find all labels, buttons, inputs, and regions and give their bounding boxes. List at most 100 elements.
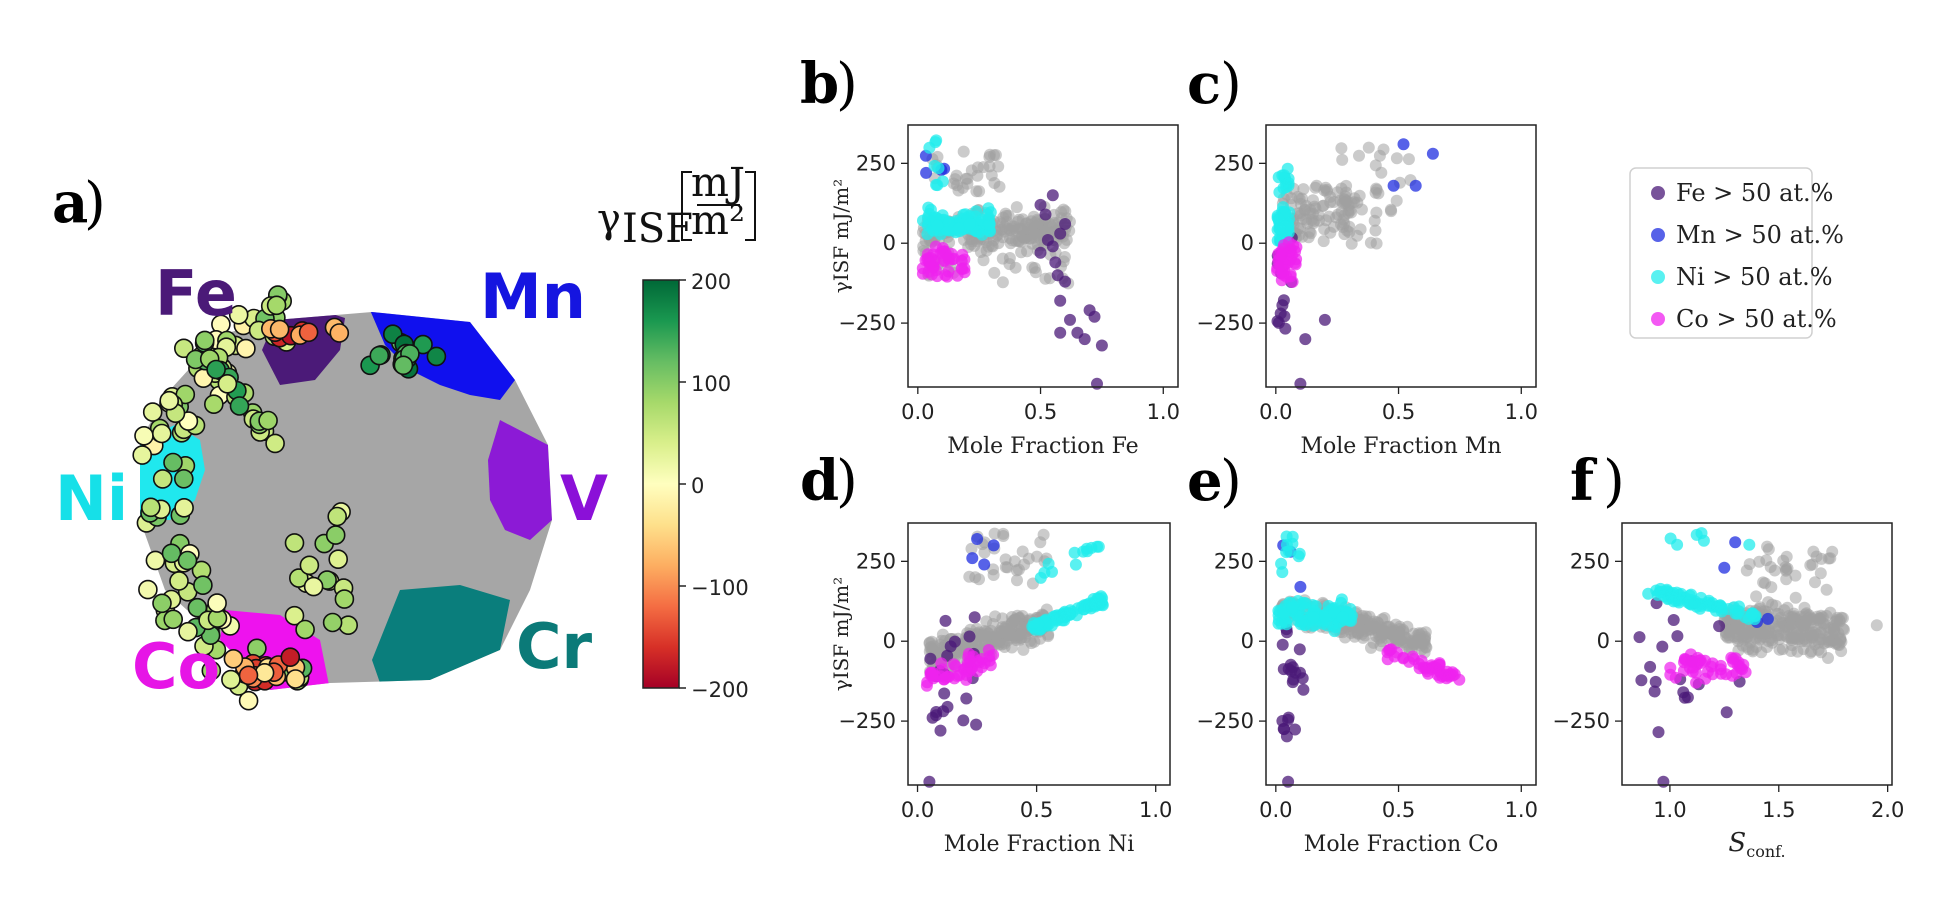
map-point [152, 423, 172, 444]
scatter-point-ni [1078, 599, 1091, 612]
scatter-point-gray [1058, 251, 1071, 263]
scatter-point-mn [966, 552, 979, 565]
map-point [138, 579, 158, 600]
scatter-point-fe [1667, 614, 1680, 626]
scatter-point-gray [1780, 573, 1793, 586]
map-point [207, 593, 227, 613]
colorbar-bracket-left [681, 171, 692, 241]
scatter-point-gray [1037, 528, 1050, 541]
scatter-point-gray [1390, 194, 1403, 207]
scatter-point-fe [1293, 643, 1306, 656]
scatter-point-co [1286, 275, 1299, 288]
panel-c: c ) 0.0 0.5 1.0 250 0 −250 Mole Fraction Mn [1187, 51, 1538, 459]
scatter-point-ni [952, 222, 965, 235]
legend-marker [1651, 186, 1665, 200]
colorbar-gradient [642, 279, 680, 689]
y-tick-label: −250 [838, 709, 896, 733]
map-point [426, 346, 447, 367]
scatter-point-gray [1324, 226, 1337, 239]
scatter-point-gray [965, 542, 978, 555]
scatter-point-gray [1820, 583, 1833, 596]
scatter-point-fe [1041, 234, 1054, 246]
scatter-point-gray [992, 160, 1005, 173]
scatter-point-gray [1390, 152, 1403, 165]
panel-e: e ) 0.0 0.5 1.0 250 0 −250 Mole Fraction Co [1187, 448, 1538, 857]
scatter-point-gray [1838, 623, 1850, 636]
map-point [328, 549, 349, 570]
scatter-point-gray [1804, 559, 1817, 572]
y-tick-label: 250 [856, 151, 896, 175]
scatter-point-gray [1356, 609, 1369, 622]
scatter-point-gray [1370, 237, 1383, 250]
map-point [269, 319, 290, 340]
map-point [228, 304, 249, 325]
scatter-point-gray [1815, 609, 1828, 622]
map-point [217, 373, 238, 394]
scatter-point-co [982, 644, 995, 656]
scatter-point-gray [1419, 630, 1432, 643]
scatter-point-gray [1796, 619, 1809, 632]
scatter-point-gray [1753, 555, 1766, 568]
x-tick-label: 1.0 [1147, 400, 1180, 424]
scatter-d: 0.0 0.5 1.0 250 0 −250 Mole Fraction Ni γISF mJ… [829, 522, 1172, 857]
scatter-point-gray [1828, 626, 1841, 639]
scatter-point-gray [1397, 625, 1410, 638]
map-point [163, 609, 183, 630]
scatter-point-fe [1289, 723, 1301, 736]
colorbar-tick-label: 200 [691, 270, 731, 294]
scatter-point-fe [1713, 620, 1726, 633]
colorbar-tick-label: 100 [691, 372, 731, 396]
scatter-point-mn [1294, 580, 1307, 593]
scatter-point-gray [961, 177, 974, 190]
scatter-point-gray [1009, 261, 1022, 274]
scatter-point-gray [1420, 641, 1433, 654]
panel-label-f: f [1570, 448, 1598, 514]
scatter-point-co [1431, 668, 1444, 681]
scatter-point-ni [1027, 617, 1040, 629]
map-point [254, 662, 275, 683]
map-point [334, 589, 355, 609]
scatter-point-ni [1660, 583, 1673, 596]
x-axis-label-main: Mole Fraction Fe [947, 434, 1138, 459]
scatter-point-gray [1870, 619, 1883, 632]
scatter-point-gray [988, 266, 1001, 279]
panel-label-e: e [1187, 448, 1223, 514]
scatter-point-co [1282, 256, 1295, 269]
scatter-point-gray [1342, 206, 1355, 219]
scatter-point-gray [1795, 635, 1808, 648]
scatter-point-ni [1728, 601, 1740, 614]
scatter-point-gray [971, 161, 984, 174]
scatter-point-co [983, 654, 996, 667]
scatter-point-co [1693, 654, 1706, 667]
map-circles [132, 285, 447, 711]
scatter-point-gray [1830, 614, 1843, 626]
scatter-point-gray [1809, 576, 1821, 589]
y-tick-label: −250 [838, 311, 896, 335]
scatter-point-co [941, 270, 954, 283]
scatter-point-co [949, 660, 962, 673]
scatter-point-gray [1332, 208, 1344, 221]
scatter-point-fe [1318, 313, 1331, 326]
x-axis-label-sub: conf. [1746, 842, 1785, 861]
scatter-point-gray [1030, 550, 1043, 563]
panel-paren-f: ) [1603, 449, 1625, 514]
scatter-point-co [958, 262, 971, 275]
colorbar-tick-label: 0 [691, 474, 704, 498]
panel-d: d ) 0.0 0.5 1.0 250 0 −250 Mole Fraction Ni γIS… [800, 448, 1172, 857]
scatter-point-co [1727, 652, 1740, 665]
scatter-point-gray [1353, 149, 1365, 162]
map-point [145, 550, 166, 571]
map-point [238, 665, 259, 686]
scatter-point-gray [996, 612, 1009, 625]
scatter-b: 0.0 0.5 1.0 250 0 −250 Mole Fraction Fe γISF mJ… [829, 124, 1180, 459]
scatter-c: 0.0 0.5 1.0 250 0 −250 Mole Fraction Mn [1196, 124, 1538, 459]
map-point [238, 690, 259, 711]
scatter-point-gray [1784, 611, 1797, 624]
map-point [280, 647, 301, 668]
y-tick-label: −250 [1552, 709, 1610, 733]
scatter-point-mn [1426, 147, 1439, 160]
scatter-points-f [1633, 527, 1883, 788]
scatter-point-mn [987, 539, 1000, 552]
panel-label-c: c [1187, 51, 1221, 117]
